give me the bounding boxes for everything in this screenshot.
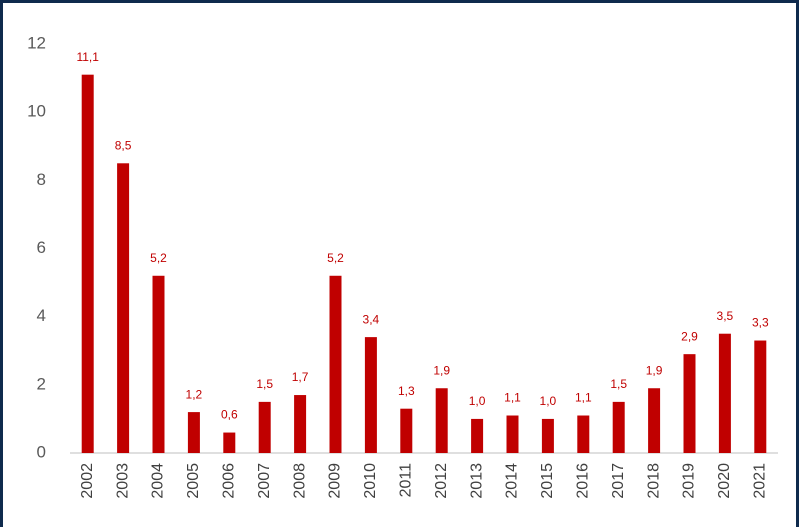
data-label: 1,5 xyxy=(610,377,627,391)
y-tick-label: 6 xyxy=(37,238,46,257)
data-label: 1,3 xyxy=(398,384,415,398)
bar xyxy=(648,388,661,453)
data-label: 1,9 xyxy=(646,363,663,377)
bar xyxy=(223,432,236,453)
data-label: 3,3 xyxy=(752,316,769,330)
y-tick-label: 10 xyxy=(27,102,46,121)
bar xyxy=(81,74,94,454)
data-label: 1,9 xyxy=(433,363,450,377)
data-label: 1,7 xyxy=(292,370,309,384)
x-tick-label: 2003 xyxy=(114,463,131,499)
data-label: 8,5 xyxy=(115,138,132,152)
data-label: 11,1 xyxy=(76,50,99,64)
bar xyxy=(683,354,696,453)
bar xyxy=(612,401,625,453)
x-tick-label: 2005 xyxy=(185,463,202,499)
x-tick-label: 2017 xyxy=(610,463,627,499)
x-tick-label: 2006 xyxy=(221,463,238,499)
y-tick-label: 0 xyxy=(37,442,46,461)
y-tick-label: 2 xyxy=(37,374,46,393)
y-tick-label: 4 xyxy=(37,306,46,325)
x-tick-label: 2013 xyxy=(468,463,485,499)
x-tick-label: 2004 xyxy=(150,463,167,499)
bar xyxy=(187,412,200,453)
data-label: 3,4 xyxy=(363,312,380,326)
bar xyxy=(329,275,342,453)
data-label: 1,1 xyxy=(575,391,592,405)
data-label: 5,2 xyxy=(150,251,167,265)
data-label: 2,9 xyxy=(681,329,698,343)
bar xyxy=(152,275,165,453)
bar xyxy=(435,388,448,453)
x-tick-label: 2008 xyxy=(291,463,308,499)
y-tick-label: 8 xyxy=(37,170,46,189)
x-tick-label: 2009 xyxy=(327,463,344,499)
x-tick-label: 2015 xyxy=(539,463,556,499)
y-tick-label: 12 xyxy=(27,33,46,52)
bar xyxy=(364,337,377,453)
bar xyxy=(541,418,554,453)
x-tick-label: 2010 xyxy=(362,463,379,499)
data-label: 1,1 xyxy=(504,391,521,405)
x-tick-label: 2016 xyxy=(575,463,592,499)
x-tick-label: 2021 xyxy=(752,463,769,499)
x-tick-label: 2007 xyxy=(256,463,273,499)
bar xyxy=(718,333,731,453)
data-label: 3,5 xyxy=(717,309,734,323)
data-label: 1,5 xyxy=(256,377,273,391)
bar xyxy=(294,395,307,453)
x-tick-label: 2019 xyxy=(681,463,698,499)
bar xyxy=(400,408,413,453)
bar xyxy=(258,401,271,453)
x-tick-label: 2018 xyxy=(645,463,662,499)
data-label: 5,2 xyxy=(327,251,344,265)
data-label: 1,0 xyxy=(540,394,557,408)
x-tick-label: 2012 xyxy=(433,463,450,499)
bar xyxy=(506,415,519,453)
x-tick-label: 2020 xyxy=(716,463,733,499)
x-tick-label: 2014 xyxy=(504,463,521,499)
bar xyxy=(117,163,130,453)
bar xyxy=(754,340,767,453)
bar xyxy=(577,415,590,453)
x-tick-label: 2011 xyxy=(398,463,415,498)
data-label: 1,0 xyxy=(469,394,486,408)
data-label: 1,2 xyxy=(186,387,203,401)
x-tick-label: 2002 xyxy=(79,463,96,499)
data-label: 0,6 xyxy=(221,408,238,422)
bar xyxy=(471,418,484,453)
